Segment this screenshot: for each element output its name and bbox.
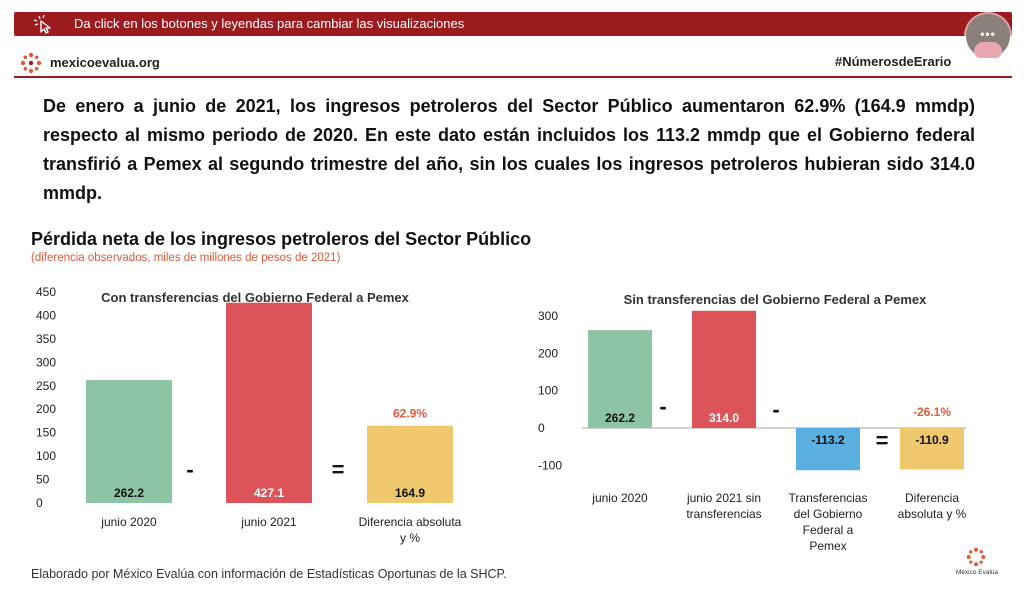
chart1-ytick: 100 — [36, 449, 56, 463]
chart2-bar — [692, 310, 756, 428]
chart1-operator: = — [332, 457, 345, 482]
chart2-category-label: junio 2021 sin transferencias — [686, 491, 762, 521]
chart1-value-label: 262.2 — [114, 486, 144, 500]
chart1-ytick: 200 — [36, 402, 56, 416]
chart2-operator: - — [659, 394, 666, 419]
chart2-operator: - — [772, 397, 779, 422]
more-options-icon[interactable]: ••• — [980, 27, 996, 41]
chart1-category-label: Diferencia absoluta y % — [359, 515, 462, 545]
header-divider — [14, 76, 1012, 78]
mexico-evalua-footer-icon — [966, 547, 986, 567]
chart1-title: Con transferencias del Gobierno Federal … — [101, 290, 410, 305]
hashtag[interactable]: #NúmerosdeErario — [835, 54, 952, 69]
chart2-value-label: -110.9 — [915, 433, 949, 447]
cursor-click-icon — [33, 14, 51, 34]
chart2-category-label: Diferencia absoluta y % — [898, 491, 967, 521]
chart2-category-label: junio 2020 — [591, 491, 648, 505]
chart1-value-label: 164.9 — [395, 486, 425, 500]
chart2-ytick: 200 — [538, 346, 558, 360]
chart2-annotation: -26.1% — [913, 405, 951, 419]
banner-text: Da click en los botones y leyendas para … — [74, 16, 465, 31]
chart2-ytick: -100 — [538, 458, 562, 472]
brand-name: mexicoevalua.org — [50, 55, 160, 70]
chart2-operator: = — [876, 428, 889, 453]
chart2-value-label: 262.2 — [605, 411, 635, 425]
footer-brand-name: México Evalúa — [955, 569, 999, 576]
chart1-ytick: 350 — [36, 332, 56, 346]
chart1-operator: - — [186, 457, 193, 482]
chart1-ytick: 300 — [36, 355, 56, 369]
chart2-bar — [588, 330, 652, 428]
chart2-bar — [900, 428, 964, 470]
chart2-ytick: 300 — [538, 309, 558, 323]
chart2-value-label: -113.2 — [811, 433, 845, 447]
chart1-ytick: 0 — [36, 496, 43, 510]
chart2-category-label: Transferencias del Gobierno Federal a Pemex — [789, 491, 868, 553]
chart1-ytick: 400 — [36, 308, 56, 322]
chart1-bar — [226, 302, 312, 503]
chart1-ytick: 450 — [36, 285, 56, 299]
chart2-title: Sin transferencias del Gobierno Federal … — [624, 292, 927, 307]
chart1-ytick: 50 — [36, 473, 50, 487]
chart2-value-label: 314.0 — [709, 411, 739, 425]
footer-logo: México Evalúa — [956, 547, 998, 587]
chart1-category-label: junio 2021 — [240, 515, 297, 529]
headline: De enero a junio de 2021, los ingresos p… — [43, 96, 975, 203]
chart2-ytick: 0 — [538, 421, 545, 435]
chart1-category-label: junio 2020 — [100, 515, 157, 529]
source-note: Elaborado por México Evalúa con informac… — [31, 567, 507, 581]
chart1-annotation: 62.9% — [393, 407, 427, 421]
chart2-bar — [796, 428, 860, 471]
chart-title: Pérdida neta de los ingresos petroleros … — [31, 229, 532, 249]
chart1-value-label: 427.1 — [254, 486, 284, 500]
instruction-banner: Da click en los botones y leyendas para … — [14, 12, 1012, 36]
chart1-ytick: 150 — [36, 426, 56, 440]
avatar[interactable]: ••• — [966, 14, 1010, 58]
chart-subtitle: (diferencia observados, miles de millone… — [31, 252, 341, 264]
mexico-evalua-logo-icon — [20, 52, 42, 74]
piggy-icon — [974, 42, 1002, 58]
chart2-ytick: 100 — [538, 384, 558, 398]
chart1-ytick: 250 — [36, 379, 56, 393]
chart1-bar — [367, 425, 453, 503]
chart1-bar — [86, 380, 172, 503]
